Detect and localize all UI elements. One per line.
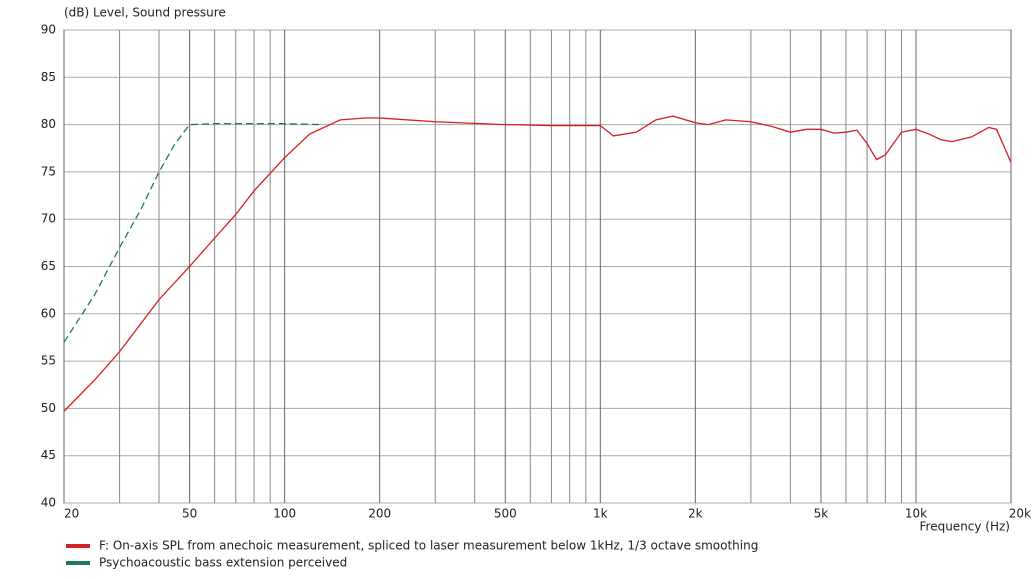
x-tick-label: 1k	[593, 507, 608, 521]
y-tick-label: 55	[41, 354, 56, 368]
y-tick-label: 45	[41, 448, 56, 462]
legend-label: Psychoacoustic bass extension perceived	[99, 556, 347, 570]
y-axis-label: (dB) Level, Sound pressure	[64, 6, 226, 20]
y-tick-label: 75	[41, 164, 56, 178]
legend-swatch	[66, 561, 90, 565]
y-tick-label: 65	[41, 259, 56, 273]
x-tick-label: 20k	[1009, 507, 1031, 521]
y-tick-label: 50	[41, 401, 56, 415]
x-tick-label: 5k	[814, 507, 829, 521]
x-tick-label: 10k	[905, 507, 927, 521]
x-tick-label: 100	[273, 507, 296, 521]
y-tick-label: 90	[41, 23, 56, 37]
x-tick-label: 50	[182, 507, 197, 521]
y-tick-label: 85	[41, 70, 56, 84]
x-tick-label: 500	[494, 507, 517, 521]
y-tick-label: 40	[41, 496, 56, 510]
x-tick-label: 200	[368, 507, 391, 521]
series-line	[63, 115, 1012, 412]
x-tick-label: 20	[64, 507, 79, 521]
y-tick-label: 70	[41, 212, 56, 226]
y-tick-label: 80	[41, 117, 56, 131]
x-axis-label: Frequency (Hz)	[920, 520, 1011, 534]
x-tick-label: 2k	[688, 507, 703, 521]
legend-label: F: On-axis SPL from anechoic measurement…	[99, 539, 758, 553]
y-tick-label: 60	[41, 306, 56, 320]
series-line	[63, 123, 321, 343]
legend-swatch	[66, 544, 90, 548]
